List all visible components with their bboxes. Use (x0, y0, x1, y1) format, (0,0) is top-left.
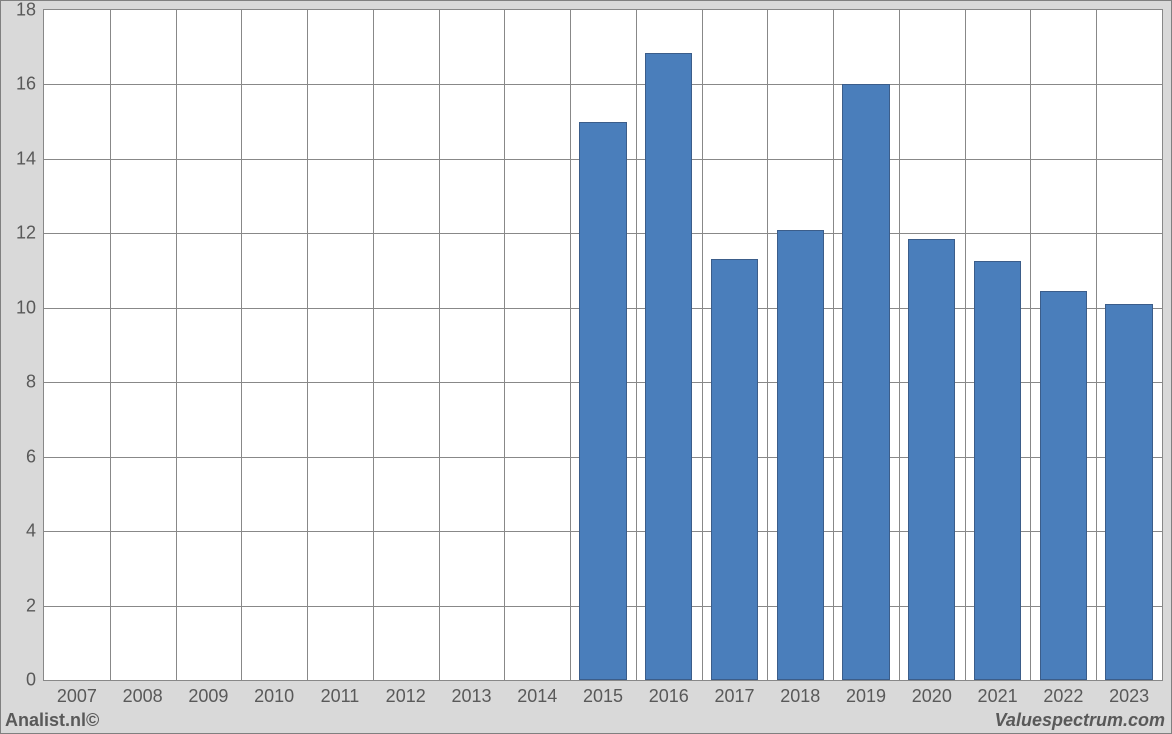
footer-left: Analist.nl© (5, 710, 99, 731)
plot-inner: 0246810121416182007200820092010201120122… (44, 10, 1162, 680)
y-tick-label: 4 (26, 521, 44, 542)
chart-container: 0 2 4 6 8 10 12 14 16 18 2007 2008 2009 2010 2011 2012 2… (0, 0, 1172, 734)
gridline-v (833, 10, 834, 680)
bar (711, 259, 758, 680)
bar (1105, 304, 1152, 680)
gridline-v (241, 10, 242, 680)
x-tick-label: 2023 (1109, 680, 1149, 707)
gridline-v (570, 10, 571, 680)
gridline-v (110, 10, 111, 680)
gridline-v (504, 10, 505, 680)
gridline-v (307, 10, 308, 680)
bar (579, 122, 626, 680)
x-tick-label: 2011 (321, 680, 360, 707)
x-tick-label: 2022 (1043, 680, 1083, 707)
x-tick-label: 2009 (188, 680, 228, 707)
x-tick-label: 2008 (123, 680, 163, 707)
x-tick-label: 2007 (57, 680, 97, 707)
gridline-v (1030, 10, 1031, 680)
plot-area: 0246810121416182007200820092010201120122… (43, 9, 1163, 681)
gridline-v (899, 10, 900, 680)
gridline-v (965, 10, 966, 680)
x-tick-label: 2010 (254, 680, 294, 707)
bar (777, 230, 824, 680)
y-tick-label: 8 (26, 372, 44, 393)
y-tick-label: 10 (16, 297, 44, 318)
y-tick-label: 0 (26, 670, 44, 691)
gridline-v (636, 10, 637, 680)
x-tick-label: 2014 (517, 680, 557, 707)
x-tick-label: 2020 (912, 680, 952, 707)
gridline-v (373, 10, 374, 680)
x-tick-label: 2016 (649, 680, 689, 707)
bar (842, 84, 889, 680)
x-tick-label: 2017 (714, 680, 754, 707)
bar (1040, 291, 1087, 680)
x-tick-label: 2021 (978, 680, 1018, 707)
y-tick-label: 14 (16, 148, 44, 169)
bar (645, 53, 692, 680)
x-tick-label: 2019 (846, 680, 886, 707)
x-tick-label: 2013 (451, 680, 491, 707)
gridline-v (702, 10, 703, 680)
y-tick-label: 6 (26, 446, 44, 467)
y-tick-label: 12 (16, 223, 44, 244)
x-tick-label: 2015 (583, 680, 623, 707)
x-tick-label: 2012 (386, 680, 426, 707)
y-tick-label: 2 (26, 595, 44, 616)
footer-right: Valuespectrum.com (995, 710, 1165, 731)
bar (974, 261, 1021, 680)
y-tick-label: 16 (16, 74, 44, 95)
gridline-v (1096, 10, 1097, 680)
gridline-v (439, 10, 440, 680)
x-tick-label: 2018 (780, 680, 820, 707)
bar (908, 239, 955, 680)
gridline-v (767, 10, 768, 680)
gridline-h (44, 84, 1162, 85)
y-tick-label: 18 (16, 0, 44, 21)
gridline-v (176, 10, 177, 680)
